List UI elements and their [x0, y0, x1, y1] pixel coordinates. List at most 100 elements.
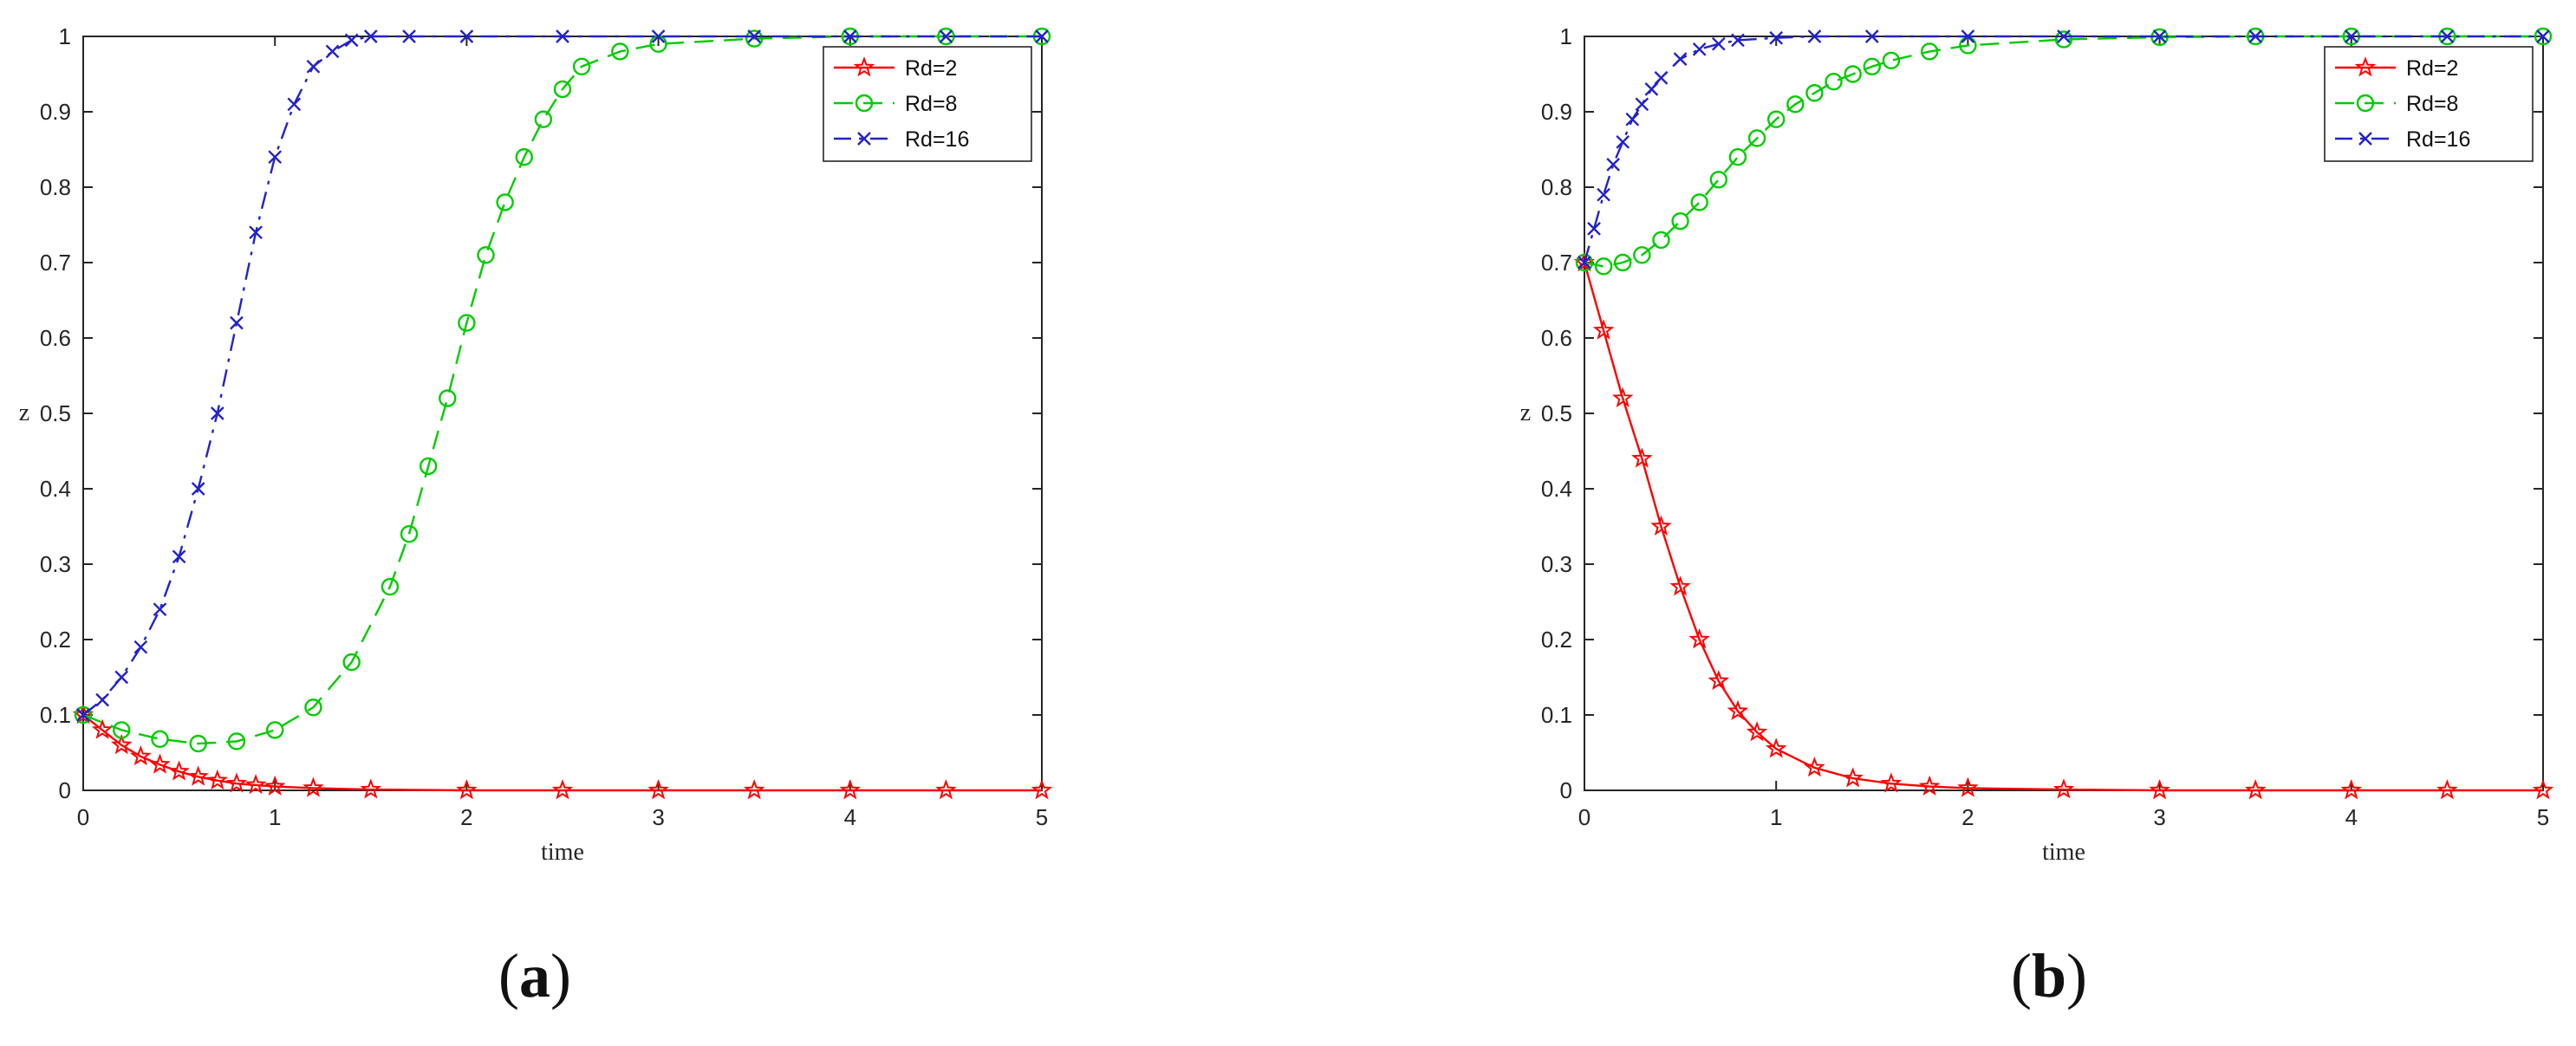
x-tick-label: 1 — [269, 804, 281, 830]
data-point — [2248, 29, 2263, 43]
data-point — [91, 718, 114, 739]
data-point — [172, 549, 186, 564]
y-tick-label: 0.8 — [1541, 174, 1572, 200]
data-point — [114, 670, 129, 685]
data-point — [1746, 721, 1768, 742]
y-axis-label: z — [19, 400, 29, 426]
data-point — [1842, 767, 1864, 788]
x-axis-label: time — [2042, 839, 2085, 866]
legend-label: Rd=16 — [905, 127, 969, 152]
series-rd-2 — [1573, 251, 2554, 800]
data-point — [1654, 71, 1669, 85]
data-point — [187, 765, 209, 786]
chart-a: 0 0.1 0.2 0.3 0.4 0.5 0.6 0.7 0.8 0.9 1 0 1 2 3 4 5 time z… — [19, 23, 1053, 866]
data-point — [304, 698, 322, 717]
data-point — [302, 776, 324, 797]
y-tick-label: 0.6 — [1541, 325, 1572, 351]
data-point — [1673, 52, 1688, 66]
data-point — [191, 482, 205, 496]
data-point — [287, 97, 302, 112]
data-point — [2057, 29, 2071, 43]
y-tick-label: 0.3 — [40, 551, 71, 577]
y-tick-label: 0.1 — [40, 702, 71, 728]
data-point — [1671, 211, 1689, 231]
data-point — [1918, 775, 1941, 796]
data-point — [76, 708, 90, 722]
data-point — [1575, 253, 1594, 272]
y-tick-label: 0.8 — [40, 174, 71, 200]
data-point — [439, 389, 457, 407]
y-tick-label: 0.1 — [1541, 702, 1572, 728]
data-point — [458, 314, 476, 332]
x-tick-label: 4 — [844, 804, 856, 830]
data-point — [227, 732, 246, 750]
data-point — [149, 753, 171, 774]
x-tick-label: 3 — [2153, 804, 2165, 830]
data-point — [459, 29, 474, 43]
data-point — [743, 779, 765, 800]
data-point — [1708, 670, 1730, 691]
legend-marker — [857, 132, 871, 146]
data-point — [556, 29, 569, 43]
y-tick-label: 0 — [59, 777, 71, 803]
data-point — [360, 778, 382, 799]
data-point — [456, 779, 478, 800]
data-point — [1769, 30, 1784, 45]
series-line — [1583, 262, 2543, 792]
data-point — [1765, 737, 1787, 758]
data-point — [1957, 776, 1979, 797]
data-point — [1920, 42, 1939, 61]
data-point — [1644, 82, 1659, 96]
y-tick-label: 0 — [1560, 777, 1572, 803]
y-tick-label: 0.9 — [40, 99, 71, 125]
data-point — [2149, 779, 2170, 800]
legend-b: Rd=2 Rd=8 Rd=16 — [2324, 46, 2534, 162]
data-point — [342, 653, 361, 672]
data-point — [151, 730, 169, 749]
data-point — [2244, 779, 2267, 800]
x-tick-label: 4 — [2345, 804, 2358, 830]
data-point — [1804, 757, 1825, 777]
legend-label: Rd=8 — [905, 92, 957, 116]
data-point — [651, 29, 666, 43]
data-point — [306, 59, 321, 74]
plot-area-a — [82, 36, 1043, 791]
data-point — [344, 33, 359, 48]
data-point — [1692, 42, 1707, 56]
data-point — [244, 774, 267, 795]
series-rd-16 — [76, 29, 1049, 722]
data-point — [263, 775, 286, 796]
data-point — [210, 406, 224, 420]
data-point — [1728, 147, 1747, 166]
data-point — [1882, 51, 1901, 70]
data-point — [1711, 36, 1726, 51]
data-point — [1864, 29, 1879, 43]
data-point — [189, 734, 207, 753]
y-tick-label: 0.3 — [1541, 551, 1572, 577]
data-point — [266, 721, 284, 739]
data-point — [1709, 171, 1728, 189]
data-point — [1592, 319, 1615, 340]
data-point — [268, 150, 283, 165]
data-point — [1614, 253, 1632, 272]
data-point — [939, 29, 953, 43]
series-line — [82, 35, 1042, 716]
data-point — [419, 457, 438, 476]
data-point — [1611, 387, 1634, 408]
x-tick-label: 5 — [1036, 804, 1048, 830]
data-point — [2532, 779, 2554, 800]
data-point — [249, 225, 263, 240]
data-point — [2536, 29, 2550, 43]
data-point — [1652, 231, 1670, 250]
data-point — [611, 42, 629, 61]
data-point — [1727, 699, 1749, 720]
data-point — [2152, 29, 2167, 43]
data-point — [1625, 112, 1640, 127]
data-point — [477, 246, 495, 264]
y-tick-label: 1 — [59, 23, 71, 49]
y-tick-label: 0.2 — [40, 627, 71, 653]
legend-marker — [853, 56, 875, 77]
data-point — [2054, 30, 2073, 49]
data-point — [1688, 628, 1710, 649]
